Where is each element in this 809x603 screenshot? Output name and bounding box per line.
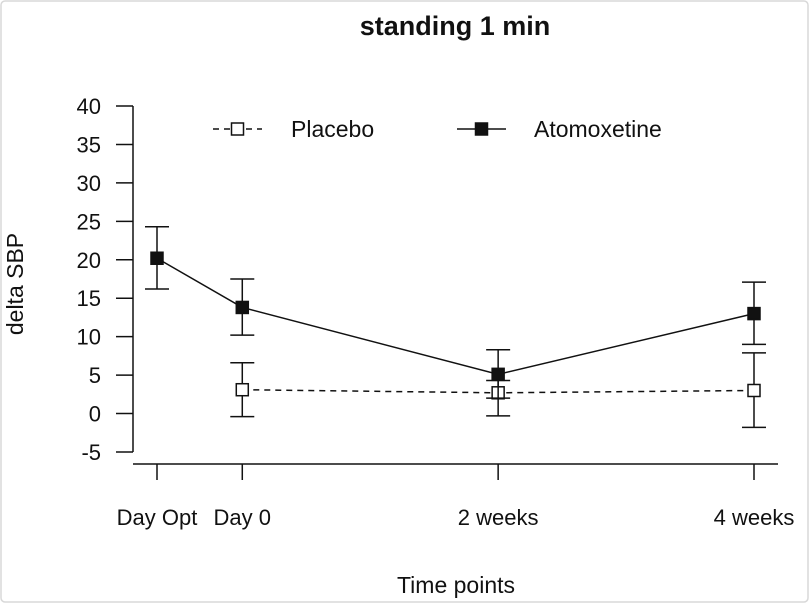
y-tick-label: 40 xyxy=(77,94,101,119)
data-point xyxy=(235,382,250,397)
legend-item-atomoxetine: Atomoxetine xyxy=(457,116,662,142)
series-atomoxetine xyxy=(145,225,766,399)
x-axis-title: Time points xyxy=(397,572,515,598)
data-point xyxy=(235,300,250,315)
x-tick-label: Day 0 xyxy=(214,505,271,530)
data-point xyxy=(150,251,164,265)
chart-title: standing 1 min xyxy=(360,11,551,41)
legend-marker xyxy=(474,122,489,136)
y-tick-label: 25 xyxy=(77,209,101,234)
legend-label: Atomoxetine xyxy=(534,116,662,142)
y-tick-label: 35 xyxy=(77,132,101,157)
legend-label: Placebo xyxy=(291,116,374,142)
data-point xyxy=(747,306,761,321)
x-tick-label: 2 weeks xyxy=(458,505,539,530)
data-point xyxy=(491,367,505,382)
y-tick-label: 10 xyxy=(77,325,101,350)
y-tick-label: 5 xyxy=(89,363,101,388)
legend-marker xyxy=(230,122,245,136)
x-tick-label: 4 weeks xyxy=(714,505,795,530)
y-tick-label: -5 xyxy=(81,440,101,465)
legend: Placebo Atomoxetine xyxy=(213,116,662,142)
data-point xyxy=(747,383,761,398)
series-line-atomoxetine xyxy=(156,257,755,376)
y-tick-label: 30 xyxy=(77,171,101,196)
legend-item-placebo: Placebo xyxy=(213,116,374,142)
axes: -5 0 5 10 15 20 25 30 35 40 Day Opt Day 0 2 weeks 4 w… xyxy=(77,94,795,530)
y-tick-label: 20 xyxy=(77,248,101,273)
y-tick-label: 15 xyxy=(77,286,101,311)
plot-area xyxy=(145,225,766,429)
y-axis-title: delta SBP xyxy=(2,233,28,335)
y-tick-label: 0 xyxy=(89,402,101,427)
x-tick-label: Day Opt xyxy=(117,505,198,530)
